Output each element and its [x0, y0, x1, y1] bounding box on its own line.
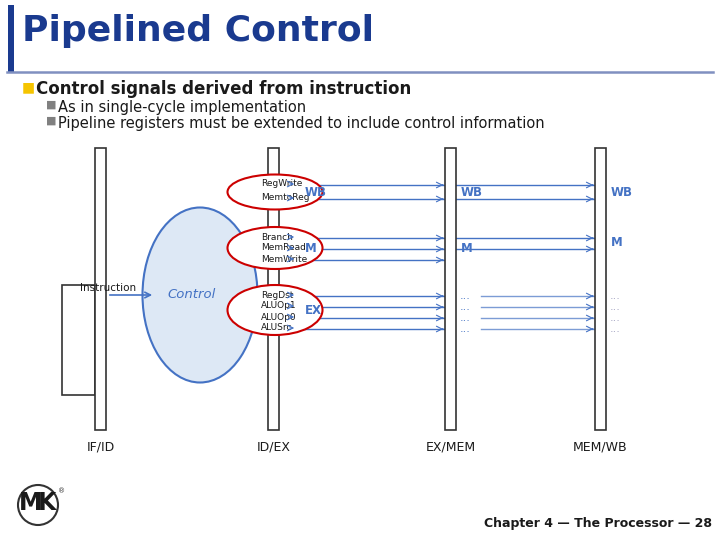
Text: ■: ■ [22, 80, 35, 94]
Text: ®: ® [58, 488, 65, 494]
Ellipse shape [143, 207, 258, 382]
Text: As in single-cycle implementation: As in single-cycle implementation [58, 100, 306, 115]
Ellipse shape [228, 227, 323, 269]
Bar [595, 148, 606, 430]
Text: MemtoReg: MemtoReg [261, 193, 310, 202]
Bar [445, 148, 456, 430]
Text: Chapter 4 — The Processor — 28: Chapter 4 — The Processor — 28 [484, 517, 712, 530]
Text: ...: ... [460, 324, 471, 334]
Text: ID/EX: ID/EX [256, 440, 290, 453]
Text: WB: WB [611, 186, 633, 199]
Text: ...: ... [460, 302, 471, 312]
Ellipse shape [228, 285, 323, 335]
Text: M: M [611, 237, 623, 249]
Text: Branch: Branch [261, 233, 293, 241]
Bar [8, 5, 14, 73]
Text: EX/MEM: EX/MEM [426, 440, 476, 453]
Text: MEM/WB: MEM/WB [573, 440, 628, 453]
Text: IF/ID: IF/ID [86, 440, 114, 453]
Text: WB: WB [305, 186, 327, 199]
Text: ...: ... [460, 291, 471, 301]
Text: WB: WB [461, 186, 483, 199]
Text: ALUOp0: ALUOp0 [261, 313, 297, 321]
Text: ALUSrc: ALUSrc [261, 323, 292, 333]
Text: K: K [38, 491, 56, 515]
Text: ■: ■ [46, 100, 56, 110]
Text: MemWrite: MemWrite [261, 254, 307, 264]
Text: ...: ... [610, 291, 621, 301]
Text: Instruction: Instruction [80, 283, 136, 293]
Text: ...: ... [460, 313, 471, 323]
Text: RegWrite: RegWrite [261, 179, 302, 188]
Text: EX: EX [305, 303, 322, 316]
Text: Control signals derived from instruction: Control signals derived from instruction [36, 80, 411, 98]
Text: M: M [461, 242, 473, 255]
Text: Pipeline registers must be extended to include control information: Pipeline registers must be extended to i… [58, 116, 544, 131]
Text: ...: ... [610, 313, 621, 323]
Text: ...: ... [610, 302, 621, 312]
Text: ...: ... [610, 324, 621, 334]
Text: RegDst: RegDst [261, 291, 293, 300]
Bar [268, 148, 279, 430]
Text: Pipelined Control: Pipelined Control [22, 14, 374, 48]
Text: MemRead: MemRead [261, 244, 306, 253]
Text: ALUOp1: ALUOp1 [261, 301, 297, 310]
Text: Control: Control [168, 288, 216, 301]
Bar [95, 148, 106, 430]
Text: ■: ■ [46, 116, 56, 126]
Bar [62, 285, 95, 395]
Text: M: M [305, 241, 317, 254]
Text: M: M [19, 491, 42, 515]
Ellipse shape [228, 174, 323, 210]
